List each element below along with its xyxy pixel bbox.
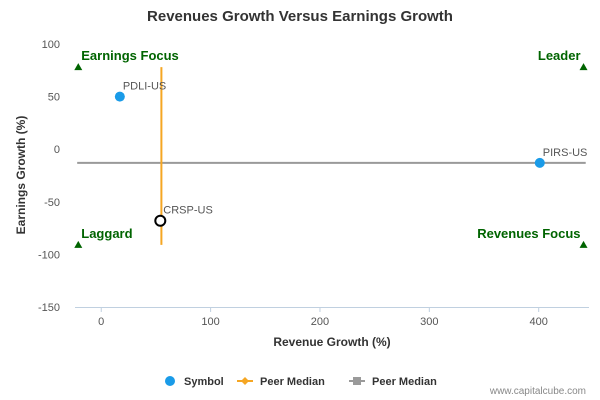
data-point-label: PIRS-US — [543, 147, 588, 159]
y-tick-label: -50 — [44, 197, 60, 209]
legend-label: Peer Median — [372, 376, 437, 388]
legend: Symbol Peer Median Peer Median — [165, 376, 437, 388]
data-point — [154, 214, 167, 227]
x-tick-label: 200 — [311, 316, 329, 328]
y-tick-label: 100 — [42, 39, 60, 51]
data-points: PDLI-US PIRS-US CRSP-US — [114, 81, 588, 227]
y-axis-title: Earnings Growth (%) — [14, 116, 28, 235]
x-axis-title: Revenue Growth (%) — [273, 335, 390, 349]
chart-title: Revenues Growth Versus Earnings Growth — [147, 8, 453, 25]
quadrant-labels: Earnings Focus Leader Laggard Revenues Focu… — [74, 48, 588, 248]
x-tick-label: 400 — [530, 316, 548, 328]
data-point-label: CRSP-US — [163, 205, 213, 217]
data-point-label: PDLI-US — [123, 81, 166, 93]
peer-median-lines — [77, 67, 586, 245]
legend-label: Peer Median — [260, 376, 325, 388]
y-tick-label: -150 — [38, 302, 60, 314]
data-point — [114, 91, 125, 102]
x-tick-label: 300 — [420, 316, 438, 328]
quadrant-label: Laggard — [81, 226, 132, 241]
x-tick-labels: 0 100 200 300 400 — [98, 307, 548, 328]
quadrant-marker-icon — [579, 240, 588, 248]
data-point — [534, 157, 545, 168]
quadrant-marker-icon — [579, 63, 588, 71]
quadrant-marker-icon — [74, 240, 83, 248]
quadrant-marker-icon — [74, 63, 83, 71]
quadrant-label: Earnings Focus — [81, 48, 179, 63]
credit-text: www.capitalcube.com — [489, 386, 586, 397]
y-tick-label: 0 — [54, 144, 60, 156]
x-tick-label: 0 — [98, 316, 104, 328]
legend-square-icon — [353, 377, 361, 385]
y-tick-label: 50 — [48, 92, 60, 104]
y-tick-labels: 100 50 0 -50 -100 -150 — [38, 39, 60, 314]
quadrant-label: Leader — [538, 48, 581, 63]
legend-symbol-icon — [165, 376, 175, 386]
legend-label: Symbol — [184, 376, 224, 388]
legend-diamond-icon — [241, 377, 249, 385]
y-tick-label: -100 — [38, 249, 60, 261]
quadrant-label: Revenues Focus — [477, 226, 580, 241]
x-tick-label: 100 — [201, 316, 219, 328]
